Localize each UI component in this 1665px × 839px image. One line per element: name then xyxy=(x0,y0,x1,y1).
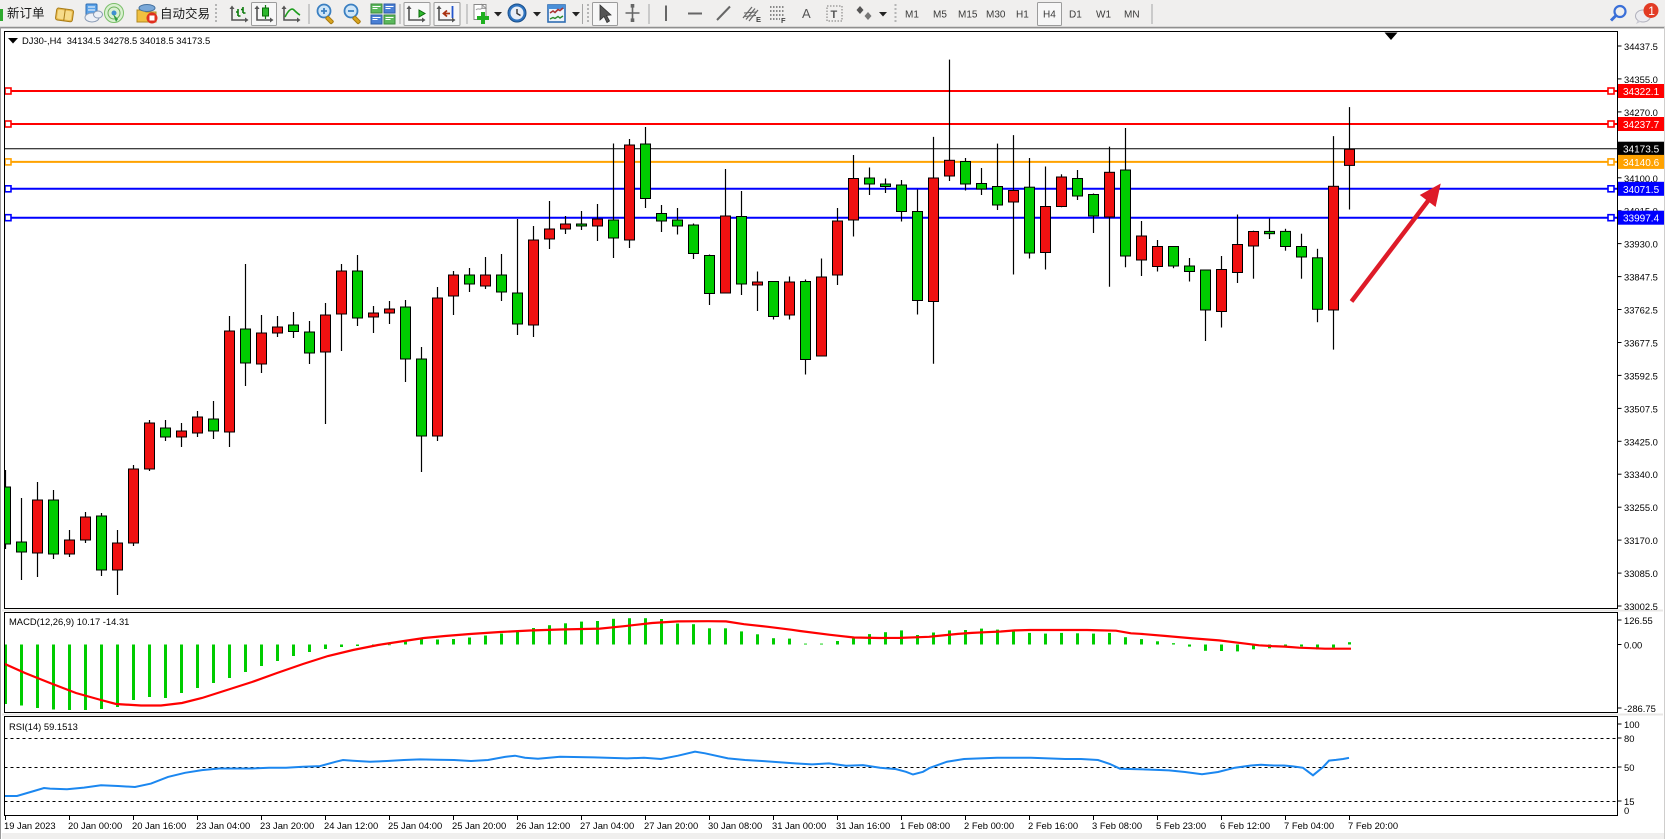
svg-text:19 Jan 2023: 19 Jan 2023 xyxy=(4,820,56,831)
svg-text:33340.0: 33340.0 xyxy=(1624,469,1658,480)
svg-text:33255.0: 33255.0 xyxy=(1624,502,1658,513)
svg-text:34237.7: 34237.7 xyxy=(1623,120,1660,131)
svg-text:新订单: 新订单 xyxy=(7,6,45,21)
svg-text:-286.75: -286.75 xyxy=(1624,703,1656,714)
svg-text:3 Feb 08:00: 3 Feb 08:00 xyxy=(1092,820,1142,831)
svg-text:1: 1 xyxy=(1648,4,1655,18)
svg-text:33762.5: 33762.5 xyxy=(1624,305,1658,316)
svg-text:H1: H1 xyxy=(1016,10,1029,21)
svg-text:MACD(12,26,9) 10.17 -14.31: MACD(12,26,9) 10.17 -14.31 xyxy=(9,616,129,627)
svg-text:34270.0: 34270.0 xyxy=(1624,107,1658,118)
svg-text:E: E xyxy=(756,15,761,24)
svg-text:33592.5: 33592.5 xyxy=(1624,370,1658,381)
svg-text:126.55: 126.55 xyxy=(1624,615,1653,626)
svg-text:MN: MN xyxy=(1124,10,1140,21)
svg-text:自动交易: 自动交易 xyxy=(160,6,210,21)
svg-text:31 Jan 16:00: 31 Jan 16:00 xyxy=(836,820,890,831)
svg-text:34355.0: 34355.0 xyxy=(1624,74,1658,85)
svg-text:33002.5: 33002.5 xyxy=(1624,601,1658,612)
svg-text:15: 15 xyxy=(1624,796,1634,807)
svg-text:25 Jan 04:00: 25 Jan 04:00 xyxy=(388,820,442,831)
svg-text:7 Feb 04:00: 7 Feb 04:00 xyxy=(1284,820,1334,831)
svg-text:50: 50 xyxy=(1624,762,1634,773)
svg-text:26 Jan 12:00: 26 Jan 12:00 xyxy=(516,820,570,831)
svg-text:23 Jan 20:00: 23 Jan 20:00 xyxy=(260,820,314,831)
svg-text:25 Jan 20:00: 25 Jan 20:00 xyxy=(452,820,506,831)
svg-text:D1: D1 xyxy=(1069,10,1082,21)
svg-text:33085.0: 33085.0 xyxy=(1624,568,1658,579)
svg-text:27 Jan 20:00: 27 Jan 20:00 xyxy=(644,820,698,831)
svg-text:2 Feb 16:00: 2 Feb 16:00 xyxy=(1028,820,1078,831)
svg-text:33997.4: 33997.4 xyxy=(1623,214,1660,225)
svg-text:0.00: 0.00 xyxy=(1624,640,1642,651)
svg-text:6 Feb 12:00: 6 Feb 12:00 xyxy=(1220,820,1270,831)
svg-text:34173.5: 34173.5 xyxy=(1623,145,1660,156)
svg-text:M1: M1 xyxy=(905,10,919,21)
svg-text:7 Feb 20:00: 7 Feb 20:00 xyxy=(1348,820,1398,831)
svg-text:2 Feb 00:00: 2 Feb 00:00 xyxy=(964,820,1014,831)
svg-text:33847.5: 33847.5 xyxy=(1624,272,1658,283)
svg-text:34071.5: 34071.5 xyxy=(1623,185,1660,196)
svg-text:5 Feb 23:00: 5 Feb 23:00 xyxy=(1156,820,1206,831)
svg-text:33930.0: 33930.0 xyxy=(1624,239,1658,250)
svg-text:27 Jan 04:00: 27 Jan 04:00 xyxy=(580,820,634,831)
svg-text:A: A xyxy=(802,6,811,21)
svg-text:34437.5: 34437.5 xyxy=(1624,41,1658,52)
svg-text:34322.1: 34322.1 xyxy=(1623,87,1660,98)
svg-text:M5: M5 xyxy=(933,10,947,21)
svg-text:1 Feb 08:00: 1 Feb 08:00 xyxy=(900,820,950,831)
svg-text:33170.0: 33170.0 xyxy=(1624,535,1658,546)
svg-text:33677.5: 33677.5 xyxy=(1624,338,1658,349)
svg-text:H4: H4 xyxy=(1043,10,1056,21)
svg-text:23 Jan 04:00: 23 Jan 04:00 xyxy=(196,820,250,831)
svg-text:34100.0: 34100.0 xyxy=(1624,173,1658,184)
svg-text:24 Jan 12:00: 24 Jan 12:00 xyxy=(324,820,378,831)
svg-text:W1: W1 xyxy=(1096,10,1111,21)
svg-text:31 Jan 00:00: 31 Jan 00:00 xyxy=(772,820,826,831)
svg-text:T: T xyxy=(831,9,838,21)
svg-text:0: 0 xyxy=(1624,805,1629,816)
svg-text:M30: M30 xyxy=(986,10,1006,21)
svg-text:30 Jan 08:00: 30 Jan 08:00 xyxy=(708,820,762,831)
svg-text:33425.0: 33425.0 xyxy=(1624,436,1658,447)
svg-text:M15: M15 xyxy=(958,10,978,21)
svg-text:33507.5: 33507.5 xyxy=(1624,403,1658,414)
svg-text:100: 100 xyxy=(1624,719,1640,730)
svg-text:80: 80 xyxy=(1624,733,1634,744)
svg-text:20 Jan 16:00: 20 Jan 16:00 xyxy=(132,820,186,831)
svg-text:RSI(14) 59.1513: RSI(14) 59.1513 xyxy=(9,721,78,732)
svg-text:F: F xyxy=(781,16,786,25)
svg-text:DJ30-,H4 34134.5 34278.5 3401: DJ30-,H4 34134.5 34278.5 34018.5 34173.5 xyxy=(22,35,210,46)
svg-text:34140.6: 34140.6 xyxy=(1623,158,1660,169)
svg-text:20 Jan 00:00: 20 Jan 00:00 xyxy=(68,820,122,831)
